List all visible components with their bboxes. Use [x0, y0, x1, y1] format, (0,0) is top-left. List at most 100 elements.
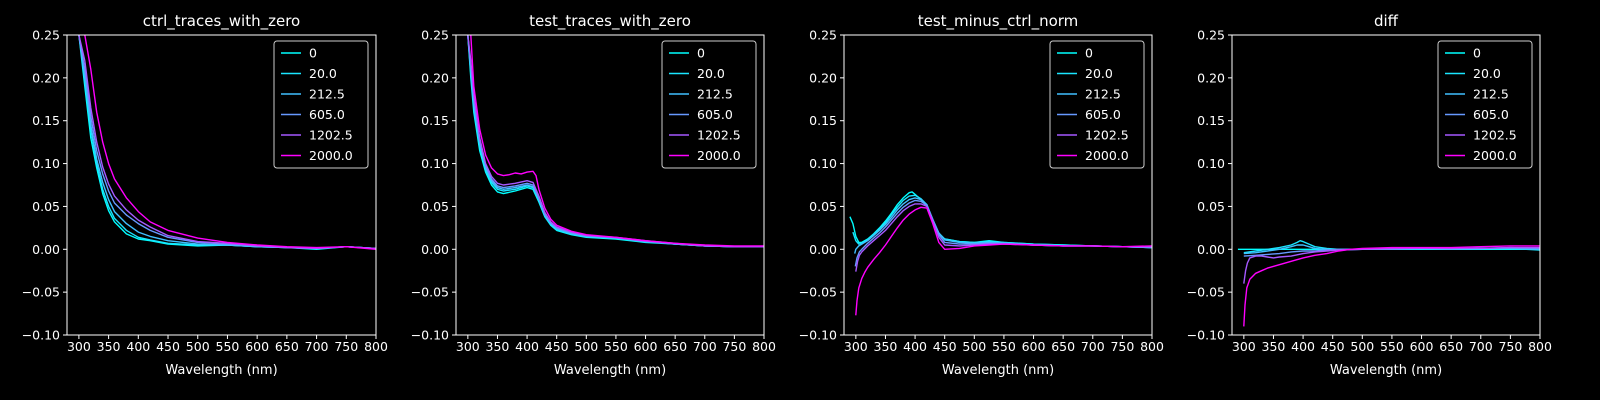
legend-label: 605.0: [1473, 107, 1509, 122]
x-tick-label: 350: [874, 339, 898, 354]
y-tick-label: 0.15: [1197, 113, 1225, 128]
series-group: [1237, 239, 1540, 327]
x-tick-label: 350: [97, 339, 121, 354]
y-tick-label: 0.25: [32, 28, 60, 43]
y-tick-label: −0.05: [799, 285, 837, 300]
x-tick-label: 700: [693, 339, 717, 354]
x-tick-label: 450: [545, 339, 569, 354]
x-tick-label: 650: [1051, 339, 1075, 354]
legend: 0 20.0 212.5 605.0 1202.5 2000.0: [273, 40, 369, 169]
x-tick-label: 750: [334, 339, 358, 354]
x-tick-label: 300: [456, 339, 480, 354]
legend-label: 0: [697, 46, 705, 61]
x-tick-label: 600: [1410, 339, 1434, 354]
x-tick-label: 500: [574, 339, 598, 354]
legend-label: 2000.0: [1473, 148, 1517, 163]
y-tick-label: 0.20: [32, 70, 60, 85]
legend: 0 20.0 212.5 605.0 1202.5 2000.0: [1049, 40, 1145, 169]
x-axis-label: Wavelength (nm): [942, 363, 1054, 378]
chart-title: test_traces_with_zero: [529, 12, 691, 31]
x-tick-label: 600: [245, 339, 269, 354]
axes-frame: [66, 34, 377, 336]
legend-label: 212.5: [697, 87, 733, 102]
x-tick-label: 650: [1439, 339, 1463, 354]
x-tick-label: 650: [663, 339, 687, 354]
y-tick-label: 0.15: [809, 113, 837, 128]
y-tick-label: 0.10: [1197, 156, 1225, 171]
y-tick-label: −0.05: [22, 285, 60, 300]
x-tick-label: 800: [364, 339, 388, 354]
y-tick-label: 0.15: [421, 113, 449, 128]
x-tick-label: 300: [67, 339, 91, 354]
x-tick-label: 550: [216, 339, 240, 354]
legend-label: 212.5: [1085, 87, 1121, 102]
x-axis-label: Wavelength (nm): [165, 363, 277, 378]
axes-frame: [1231, 34, 1541, 336]
legend-label: 605.0: [309, 107, 345, 122]
legend-label: 0: [1085, 46, 1093, 61]
x-tick-label: 650: [275, 339, 299, 354]
legend-label: 1202.5: [697, 128, 741, 143]
y-tick-label: 0.00: [809, 242, 837, 257]
x-tick-label: 750: [1110, 339, 1134, 354]
y-tick-label: 0.00: [421, 242, 449, 257]
y-tick-label: 0.20: [421, 70, 449, 85]
y-tick-label: −0.10: [1187, 328, 1225, 343]
y-tick-label: 0.05: [809, 199, 837, 214]
y-tick-label: −0.10: [22, 328, 60, 343]
y-tick-label: 0.20: [809, 70, 837, 85]
series-group: [849, 191, 1152, 316]
x-tick-label: 300: [844, 339, 868, 354]
x-tick-label: 500: [962, 339, 986, 354]
y-tick-label: 0.05: [1197, 199, 1225, 214]
series-group: [78, 35, 376, 251]
chart-panel-2: 300 350 400 450 500 550 600 650 700 750 800 −0.10 −0…: [799, 12, 1164, 378]
legend: 0 20.0 212.5 605.0 1202.5 2000.0: [661, 40, 757, 169]
y-tick-label: −0.10: [411, 328, 449, 343]
x-tick-label: 400: [903, 339, 927, 354]
legend-label: 2000.0: [697, 148, 741, 163]
x-axis-label: Wavelength (nm): [1330, 363, 1442, 378]
legend-label: 1202.5: [1085, 128, 1129, 143]
legend-label: 20.0: [697, 66, 725, 81]
legend-label: 2000.0: [309, 148, 353, 163]
x-tick-label: 400: [515, 339, 539, 354]
y-tick-label: 0.10: [809, 156, 837, 171]
y-tick-label: 0.20: [1197, 70, 1225, 85]
series-line-4: [1243, 246, 1540, 284]
legend-label: 20.0: [1085, 66, 1113, 81]
x-tick-label: 350: [1262, 339, 1286, 354]
series-group: [467, 35, 764, 248]
x-tick-label: 700: [305, 339, 329, 354]
y-tick-label: −0.05: [1187, 285, 1225, 300]
chart-title: diff: [1374, 12, 1399, 30]
y-tick-label: 0.25: [809, 28, 837, 43]
chart-title: ctrl_traces_with_zero: [143, 12, 300, 31]
x-tick-label: 500: [186, 339, 210, 354]
series-line-5: [1243, 245, 1540, 327]
axes-frame: [455, 34, 765, 336]
x-tick-label: 500: [1350, 339, 1374, 354]
legend-label: 605.0: [697, 107, 733, 122]
y-tick-label: 0.05: [421, 199, 449, 214]
y-tick-label: 0.25: [421, 28, 449, 43]
series-line-5: [470, 35, 764, 247]
chart-panel-1: 300 350 400 450 500 550 600 650 700 750 800 −0.10 −0…: [411, 12, 776, 378]
legend-label: 0: [1473, 46, 1481, 61]
x-tick-label: 600: [634, 339, 658, 354]
chart-title: test_minus_ctrl_norm: [918, 12, 1079, 31]
legend-label: 1202.5: [309, 128, 353, 143]
x-tick-label: 800: [1528, 339, 1552, 354]
chart-panel-3: 300 350 400 450 500 550 600 650 700 750 800 −0.10 −0…: [1187, 12, 1552, 378]
legend-label: 2000.0: [1085, 148, 1129, 163]
x-tick-label: 450: [933, 339, 957, 354]
x-tick-label: 750: [722, 339, 746, 354]
x-tick-label: 550: [604, 339, 628, 354]
y-tick-label: 0.05: [32, 199, 60, 214]
x-tick-label: 450: [156, 339, 180, 354]
y-tick-label: −0.05: [411, 285, 449, 300]
x-tick-label: 300: [1232, 339, 1256, 354]
legend-label: 20.0: [1473, 66, 1501, 81]
